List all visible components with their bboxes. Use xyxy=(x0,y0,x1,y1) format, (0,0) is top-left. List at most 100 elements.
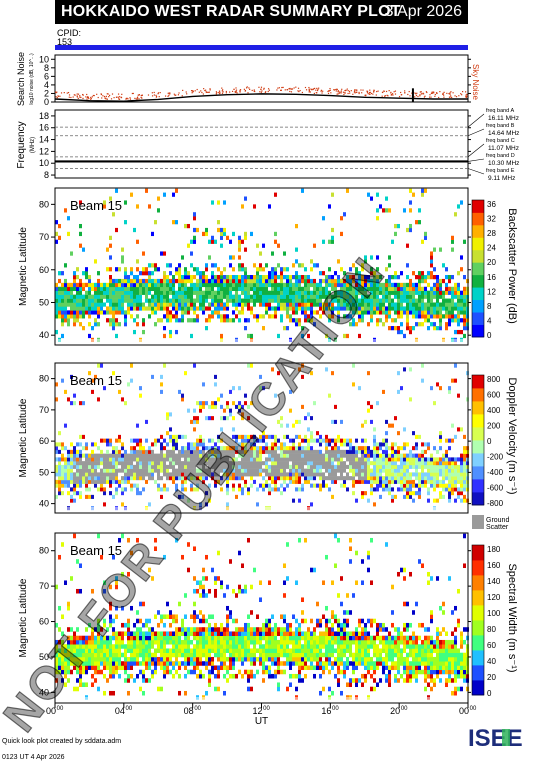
velocity-cell xyxy=(271,367,274,372)
width-cell xyxy=(73,631,76,637)
noise-point xyxy=(59,95,61,97)
velocity-cell xyxy=(175,487,178,492)
width-cell xyxy=(88,635,91,641)
width-cell xyxy=(247,614,250,620)
power-cell xyxy=(394,294,397,299)
velocity-cell xyxy=(280,461,283,466)
width-cell xyxy=(130,661,133,666)
velocity-cell xyxy=(154,457,157,462)
width-cell xyxy=(223,644,226,649)
power-cell xyxy=(367,286,370,292)
power-cell xyxy=(406,294,409,299)
velocity-cell xyxy=(436,449,439,454)
velocity-cell xyxy=(445,487,448,492)
width-cell xyxy=(100,639,103,645)
power-cell xyxy=(268,282,271,288)
power-cell xyxy=(298,322,301,327)
power-cell xyxy=(373,290,376,295)
power-cell xyxy=(313,263,316,268)
velocity-cell xyxy=(442,464,445,469)
power-cell xyxy=(430,271,433,276)
velocity-cell xyxy=(232,401,235,406)
power-cell xyxy=(163,294,166,299)
power-cell xyxy=(136,259,139,264)
velocity-cell xyxy=(259,453,262,458)
width-cell xyxy=(208,652,211,658)
width-cell xyxy=(145,618,148,624)
power-cell xyxy=(238,318,241,323)
velocity-cell xyxy=(253,449,256,454)
velocity-cell xyxy=(235,464,238,469)
power-cell xyxy=(112,310,115,315)
velocity-cell xyxy=(334,468,337,473)
velocity-cell xyxy=(73,446,76,451)
width-cell xyxy=(199,669,202,675)
power-cell xyxy=(223,227,226,233)
power-cell xyxy=(121,290,124,295)
width-cell xyxy=(136,537,139,543)
noise-point xyxy=(151,95,154,97)
velocity-cell xyxy=(238,404,241,409)
noise-point xyxy=(235,90,237,92)
noise-point xyxy=(449,92,451,94)
width-cell xyxy=(256,631,259,637)
noise-point xyxy=(127,98,129,100)
power-cell xyxy=(394,302,397,307)
width-cell xyxy=(79,682,82,688)
width-cell xyxy=(265,622,268,628)
velocity-cell xyxy=(181,397,184,402)
velocity-cell xyxy=(88,487,91,492)
velocity-cell xyxy=(463,483,466,488)
noise-point xyxy=(221,92,224,94)
power-cell xyxy=(184,306,187,311)
noise-point xyxy=(202,93,204,95)
power-cell xyxy=(271,267,274,272)
width-cell xyxy=(88,665,91,671)
power-cell xyxy=(88,286,91,292)
plot-title: HOKKAIDO WEST RADAR SUMMARY PLOT xyxy=(61,3,401,20)
velocity-cell xyxy=(88,457,91,462)
velocity-cell xyxy=(181,464,184,469)
width-cell xyxy=(103,652,106,658)
width-cell xyxy=(100,648,103,654)
noise-point xyxy=(116,96,118,98)
velocity-cell xyxy=(292,498,295,503)
velocity-cell xyxy=(196,442,199,447)
power-cell xyxy=(445,322,448,327)
power-cell xyxy=(313,298,316,303)
power-cell xyxy=(427,318,430,323)
velocity-cell xyxy=(175,438,178,443)
velocity-cell xyxy=(289,389,292,394)
velocity-cell xyxy=(451,423,454,428)
power-cell xyxy=(283,326,286,331)
power-cell xyxy=(445,302,448,307)
power-cell xyxy=(217,306,220,311)
power-cell xyxy=(274,298,277,303)
power-cell xyxy=(145,286,148,292)
noise-point xyxy=(308,90,311,92)
width-cell xyxy=(55,661,58,666)
width-cell xyxy=(142,648,145,654)
velocity-cell xyxy=(292,476,295,481)
width-cell xyxy=(247,639,250,645)
width-cell xyxy=(97,639,100,645)
velocity-cell xyxy=(223,449,226,454)
velocity-cell xyxy=(235,476,238,481)
velocity-cell xyxy=(439,457,442,462)
power-cell xyxy=(298,275,301,280)
velocity-cell xyxy=(226,461,229,466)
velocity-cell xyxy=(292,423,295,428)
velocity-cell xyxy=(241,491,244,496)
power-cell xyxy=(385,267,388,272)
width-cell xyxy=(169,652,172,658)
power-cell xyxy=(352,302,355,307)
velocity-cell xyxy=(292,442,295,447)
velocity-cell xyxy=(376,401,379,406)
power-cell xyxy=(136,306,139,311)
width-cell xyxy=(223,673,226,679)
width-cell xyxy=(55,665,58,671)
power-ytick-label: 40 xyxy=(39,330,49,340)
velocity-cell xyxy=(139,386,142,391)
velocity-cell xyxy=(91,472,94,477)
velocity-cell xyxy=(187,461,190,466)
